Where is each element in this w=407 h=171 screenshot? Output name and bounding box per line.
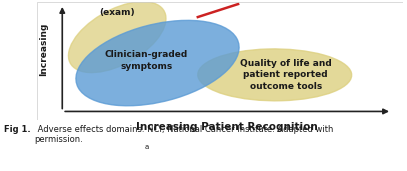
Text: (exam): (exam)	[99, 8, 135, 17]
Text: Fig 1.: Fig 1.	[4, 125, 31, 134]
Ellipse shape	[76, 20, 239, 106]
Text: Adverse effects domains. NCI, National Cancer Institute. Adapted with
permission: Adverse effects domains. NCI, National C…	[35, 125, 333, 144]
Text: a: a	[144, 144, 149, 150]
Ellipse shape	[198, 49, 352, 101]
Text: Increasing Patient Recognition: Increasing Patient Recognition	[136, 122, 318, 132]
Text: Increasing: Increasing	[39, 22, 48, 76]
Ellipse shape	[68, 2, 166, 73]
Text: Quality of life and
patient reported
outcome tools: Quality of life and patient reported out…	[240, 58, 332, 91]
Text: Clinician-graded
symptoms: Clinician-graded symptoms	[105, 50, 188, 71]
